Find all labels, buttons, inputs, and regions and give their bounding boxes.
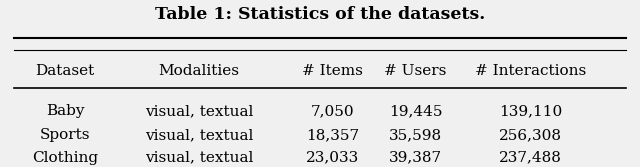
Text: Modalities: Modalities [159,64,239,78]
Text: 23,033: 23,033 [306,151,360,165]
Text: 19,445: 19,445 [389,104,442,118]
Text: visual, textual: visual, textual [145,104,253,118]
Text: Sports: Sports [40,128,90,142]
Text: Clothing: Clothing [32,151,98,165]
Text: Dataset: Dataset [35,64,95,78]
Text: 7,050: 7,050 [311,104,355,118]
Text: visual, textual: visual, textual [145,151,253,165]
Text: Table 1: Statistics of the datasets.: Table 1: Statistics of the datasets. [155,6,485,23]
Text: 39,387: 39,387 [389,151,442,165]
Text: 139,110: 139,110 [499,104,562,118]
Text: # Interactions: # Interactions [475,64,586,78]
Text: # Users: # Users [385,64,447,78]
Text: visual, textual: visual, textual [145,128,253,142]
Text: 18,357: 18,357 [306,128,359,142]
Text: 256,308: 256,308 [499,128,562,142]
Text: 35,598: 35,598 [389,128,442,142]
Text: Baby: Baby [46,104,84,118]
Text: # Items: # Items [302,64,363,78]
Text: 237,488: 237,488 [499,151,562,165]
